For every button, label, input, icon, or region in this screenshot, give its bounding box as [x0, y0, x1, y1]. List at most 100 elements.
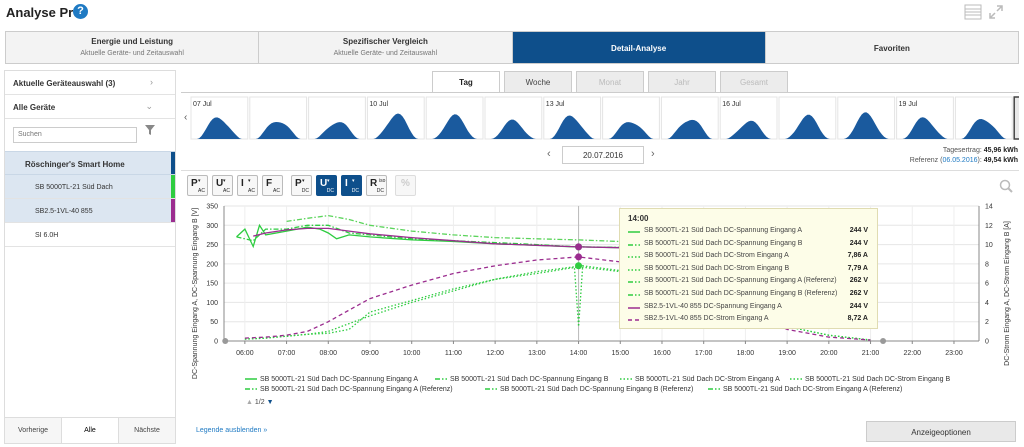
legend-item[interactable]: SB 5000TL-21 Süd Dach DC-Spannung Eingan…	[245, 386, 453, 393]
u-ac-button[interactable]: U ▾ AC	[212, 175, 233, 196]
device-sidebar: Aktuelle Geräteauswahl (3) › Alle Geräte…	[4, 70, 176, 444]
range-end-handle[interactable]	[880, 338, 887, 344]
tab-energy-power[interactable]: Energie und Leistung Aktuelle Geräte- un…	[6, 32, 260, 63]
day-strip-thumbnails[interactable]: 07 Jul 10 Jul 13 Jul 16 Jul 19 Jul	[181, 93, 1019, 143]
search-input[interactable]	[13, 126, 137, 143]
day-yield-area	[314, 122, 360, 139]
strip-date-label: 19 Jul	[899, 101, 918, 108]
strip-date-label: 07 Jul	[193, 101, 212, 108]
table-view-icon[interactable]	[964, 4, 982, 20]
i-ac-button[interactable]: I ▾ AC	[237, 175, 258, 196]
date-prev-icon[interactable]: ‹	[547, 148, 551, 160]
day-thumbnail[interactable]	[602, 96, 660, 140]
device-color-bar	[171, 175, 175, 198]
series-swatch	[628, 294, 640, 296]
current-selection-row[interactable]: Aktuelle Geräteauswahl (3) ›	[5, 71, 175, 95]
day-thumbnail[interactable]	[837, 96, 896, 140]
day-thumbnail[interactable]	[366, 96, 425, 140]
day-thumbnail[interactable]	[1013, 96, 1019, 140]
x-tick-label: 22:00	[903, 350, 921, 357]
previous-button[interactable]: Vorherige	[5, 418, 62, 443]
legend-label: SB 5000TL-21 Süd Dach DC-Strom Eingang B	[805, 376, 951, 383]
y-axis-label: DC-Spannung Eingang A, DC-Spannung Einga…	[192, 208, 199, 379]
x-tick-label: 06:00	[236, 350, 254, 357]
legend-item[interactable]: SB 5000TL-21 Süd Dach DC-Spannung Eingan…	[435, 376, 608, 383]
day-thumbnail[interactable]	[954, 96, 1013, 140]
i-dc-button[interactable]: I ▾ DC	[341, 175, 362, 196]
tooltip-value: 7,86 A	[847, 252, 868, 260]
strip-date-label: 10 Jul	[369, 101, 388, 108]
display-options-button[interactable]: Anzeigeoptionen	[866, 421, 1016, 442]
legend-item[interactable]: SB 5000TL-21 Süd Dach DC-Spannung Eingan…	[485, 386, 693, 393]
next-button[interactable]: Nächste	[119, 418, 175, 443]
tooltip-series-name: SB 5000TL-21 Süd Dach DC-Strom Eingang B	[644, 264, 790, 272]
line-chart[interactable]: 0 50 100 150 200 250 300 350 0 2 4 6 8 10 12 14 06:00 07:…	[181, 192, 1019, 382]
p-ac-button[interactable]: P ▾ AC	[187, 175, 208, 196]
pager-up-icon[interactable]: ▲	[246, 399, 253, 406]
pager-down-icon[interactable]: ▼	[266, 399, 274, 406]
y-tick-label: 250	[206, 242, 218, 249]
day-thumbnail[interactable]	[719, 96, 778, 140]
day-yield-area	[197, 117, 242, 139]
legend-label: SB 5000TL-21 Süd Dach DC-Strom Eingang A	[635, 376, 780, 383]
range-start-handle[interactable]	[222, 338, 229, 344]
day-thumbnail[interactable]	[778, 96, 837, 140]
y2-tick-label: 14	[985, 204, 993, 211]
day-thumbnail[interactable]	[484, 96, 543, 140]
x-tick-label: 19:00	[778, 350, 796, 357]
tab-day[interactable]: Tag	[432, 71, 500, 93]
zoom-icon[interactable]	[999, 179, 1013, 193]
y-tick-label: 350	[206, 204, 218, 211]
legend-swatch	[790, 378, 802, 380]
u-dc-button[interactable]: U ▾ DC	[316, 175, 337, 196]
legend-item[interactable]: SB 5000TL-21 Süd Dach DC-Strom Eingang B	[790, 376, 950, 383]
legend-item[interactable]: SB 5000TL-21 Süd Dach DC-Strom Eingang A…	[708, 386, 902, 393]
tab-week[interactable]: Woche	[504, 71, 572, 92]
tooltip-row: SB2.5-1VL-40 855 DC-Strom Eingang A 8,72 …	[628, 315, 872, 326]
legend-item[interactable]: SB 5000TL-21 Süd Dach DC-Spannung Eingan…	[245, 376, 418, 383]
legend-label: SB 5000TL-21 Süd Dach DC-Spannung Eingan…	[260, 376, 418, 383]
tooltip-series-name: SB 5000TL-21 Süd Dach DC-Spannung Eingan…	[644, 239, 803, 247]
tab-month: Monat	[576, 71, 644, 92]
day-thumbnail[interactable]	[543, 96, 602, 140]
day-thumbnail[interactable]	[249, 96, 308, 140]
chevron-right-icon: ›	[150, 77, 153, 87]
tab-favorites[interactable]: Favoriten	[873, 44, 910, 53]
y-tick-label: 100	[206, 300, 218, 307]
fullscreen-icon[interactable]	[988, 4, 1004, 20]
p-dc-button[interactable]: P ▾ DC	[291, 175, 312, 196]
day-yield-area	[608, 122, 654, 139]
all-button[interactable]: Alle	[62, 418, 119, 443]
y-tick-label: 300	[206, 223, 218, 230]
date-next-icon[interactable]: ›	[651, 148, 655, 160]
y2-tick-label: 4	[985, 300, 989, 307]
strip-prev-icon[interactable]: ‹	[184, 112, 188, 123]
chart-tooltip: 14:00 SB 5000TL-21 Süd Dach DC-Spannung …	[619, 208, 878, 329]
day-thumbnail[interactable]	[190, 96, 249, 140]
x-tick-label: 13:00	[528, 350, 546, 357]
legend-label: SB 5000TL-21 Süd Dach DC-Spannung Eingan…	[260, 386, 453, 393]
device-item[interactable]: SI 6.0H	[5, 223, 175, 247]
device-item[interactable]: SB2.5-1VL-40 855	[5, 199, 175, 223]
x-tick-label: 17:00	[695, 350, 713, 357]
strip-date-label: 16 Jul	[722, 101, 741, 108]
tab-detail-analysis[interactable]: Detail-Analyse	[512, 32, 766, 63]
all-devices-row[interactable]: Alle Geräte ⌄	[5, 95, 175, 119]
tab-specific-comparison[interactable]: Spezifischer Vergleich Aktuelle Geräte- …	[259, 32, 513, 63]
legend-item[interactable]: SB 5000TL-21 Süd Dach DC-Strom Eingang A	[620, 376, 780, 383]
day-thumbnail[interactable]	[660, 96, 719, 140]
day-thumbnail[interactable]	[308, 96, 366, 140]
device-item[interactable]: SB 5000TL-21 Süd Dach	[5, 175, 175, 199]
day-thumbnail[interactable]	[425, 96, 484, 140]
device-group[interactable]: Röschinger's Smart Home	[5, 151, 175, 175]
hide-legend-link[interactable]: Legende ausblenden »	[196, 427, 268, 434]
day-thumbnail[interactable]	[896, 96, 954, 140]
help-icon[interactable]: ?	[73, 4, 88, 19]
reference-date-link[interactable]: 06.05.2016	[942, 157, 978, 164]
series-swatch	[628, 281, 640, 284]
y2-tick-label: 10	[985, 242, 993, 249]
date-field[interactable]: 20.07.2016	[562, 146, 644, 164]
filter-icon[interactable]	[145, 125, 155, 135]
f-ac-button[interactable]: F AC	[262, 175, 283, 196]
